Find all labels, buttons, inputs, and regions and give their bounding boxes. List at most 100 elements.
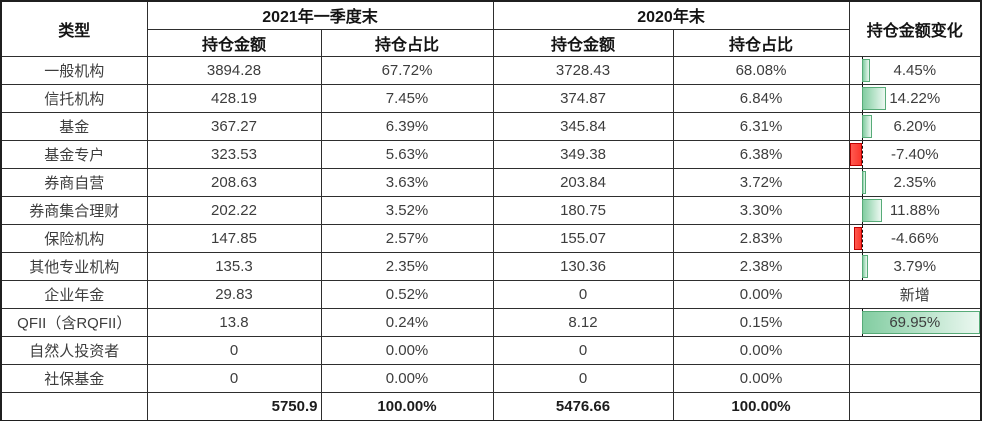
total-amount-2021-cell: 5750.9 <box>146 391 322 421</box>
type-cell: 一般机构 <box>0 55 148 85</box>
type-cell: 券商集合理财 <box>0 195 148 225</box>
type-cell: 信托机构 <box>0 83 148 113</box>
amount-2020-cell: 349.38 <box>492 139 674 169</box>
change-cell <box>848 335 982 365</box>
header-group-2020: 2020年末 <box>492 0 850 30</box>
change-cell: 2.35% <box>848 167 982 197</box>
amount-2020-cell: 8.12 <box>492 307 674 337</box>
type-cell: 其他专业机构 <box>0 251 148 281</box>
type-cell: 社保基金 <box>0 363 148 393</box>
change-bar-positive <box>862 170 866 194</box>
change-cell: 11.88% <box>848 195 982 225</box>
change-value: 4.45% <box>893 61 937 79</box>
type-cell: 券商自营 <box>0 167 148 197</box>
amount-2021-cell: 428.19 <box>146 83 322 113</box>
total-type-cell <box>0 391 148 421</box>
table-row: 社保基金 0 0.00% 0 0.00% <box>0 363 982 393</box>
change-value: 14.22% <box>889 89 941 107</box>
bar-axis <box>862 141 864 167</box>
ratio-2020-cell: 6.38% <box>672 139 850 169</box>
change-value: 新增 <box>899 286 930 304</box>
ratio-2020-cell: 3.30% <box>672 195 850 225</box>
table-row: 信托机构 428.19 7.45% 374.87 6.84% 14.22% <box>0 83 982 113</box>
change-bar-positive <box>862 58 870 82</box>
header-amount-2020: 持仓金额 <box>492 28 674 57</box>
amount-2021-cell: 147.85 <box>146 223 322 253</box>
header-group-2021q1: 2021年一季度末 <box>146 0 494 30</box>
ratio-2021-cell: 5.63% <box>320 139 494 169</box>
amount-2021-cell: 135.3 <box>146 251 322 281</box>
change-bar-wrap: 11.88% <box>850 197 980 223</box>
change-cell <box>848 363 982 393</box>
ratio-2020-cell: 2.38% <box>672 251 850 281</box>
ratio-2021-cell: 3.63% <box>320 167 494 197</box>
change-value: 2.35% <box>893 173 937 191</box>
ratio-2021-cell: 3.52% <box>320 195 494 225</box>
change-cell: -7.40% <box>848 139 982 169</box>
amount-2021-cell: 367.27 <box>146 111 322 141</box>
change-bar-positive <box>862 86 886 110</box>
ratio-2021-cell: 0.00% <box>320 363 494 393</box>
table-row: 基金专户 323.53 5.63% 349.38 6.38% -7.40% <box>0 139 982 169</box>
change-bar-wrap: 新增 <box>850 281 980 307</box>
table-row: 保险机构 147.85 2.57% 155.07 2.83% -4.66% <box>0 223 982 253</box>
ratio-2020-cell: 2.83% <box>672 223 850 253</box>
change-bar-wrap: 69.95% <box>850 309 981 335</box>
table-row: 一般机构 3894.28 67.72% 3728.43 68.08% 4.45% <box>0 55 982 85</box>
table-row: QFII（含RQFII） 13.8 0.24% 8.12 0.15% 69.95% <box>0 307 982 337</box>
amount-2021-cell: 3894.28 <box>146 55 322 85</box>
ratio-2021-cell: 7.45% <box>320 83 494 113</box>
total-change-cell <box>848 391 982 421</box>
amount-2021-cell: 29.83 <box>146 279 322 309</box>
amount-2021-cell: 0 <box>146 335 322 365</box>
change-bar-wrap: -7.40% <box>850 141 980 167</box>
ratio-2020-cell: 6.31% <box>672 111 850 141</box>
amount-2021-cell: 0 <box>146 363 322 393</box>
type-cell: 基金 <box>0 111 148 141</box>
amount-2020-cell: 0 <box>492 279 674 309</box>
ratio-2021-cell: 6.39% <box>320 111 494 141</box>
ratio-2020-cell: 0.00% <box>672 279 850 309</box>
amount-2021-cell: 13.8 <box>146 307 322 337</box>
table-row: 券商集合理财 202.22 3.52% 180.75 3.30% 11.88% <box>0 195 982 225</box>
change-value: 11.88% <box>889 201 940 219</box>
change-bar-wrap: 3.79% <box>850 253 980 279</box>
change-bar-positive <box>862 198 883 222</box>
change-cell: 3.79% <box>848 251 982 281</box>
total-ratio-2020-cell: 100.00% <box>672 391 850 421</box>
amount-2020-cell: 345.84 <box>492 111 674 141</box>
ratio-2021-cell: 2.35% <box>320 251 494 281</box>
amount-2020-cell: 374.87 <box>492 83 674 113</box>
ratio-2020-cell: 68.08% <box>672 55 850 85</box>
ratio-2020-cell: 0.00% <box>672 363 850 393</box>
table-row: 基金 367.27 6.39% 345.84 6.31% 6.20% <box>0 111 982 141</box>
change-bar-wrap: 2.35% <box>850 169 980 195</box>
change-value: -7.40% <box>891 145 939 163</box>
change-value: 3.79% <box>893 257 937 275</box>
change-bar-wrap: 6.20% <box>850 113 980 139</box>
type-cell: 自然人投资者 <box>0 335 148 365</box>
change-cell: 4.45% <box>848 55 982 85</box>
table-row: 券商自营 208.63 3.63% 203.84 3.72% 2.35% <box>0 167 982 197</box>
change-bar-positive <box>862 254 869 278</box>
amount-2021-cell: 202.22 <box>146 195 322 225</box>
change-bar-wrap: 4.45% <box>850 57 980 83</box>
change-cell: 69.95% <box>848 307 982 337</box>
total-row: 5750.9 100.00% 5476.66 100.00% <box>0 391 982 421</box>
bar-axis <box>862 225 864 251</box>
type-cell: 基金专户 <box>0 139 148 169</box>
ratio-2021-cell: 0.00% <box>320 335 494 365</box>
ratio-2020-cell: 6.84% <box>672 83 850 113</box>
change-bar-wrap: 14.22% <box>850 85 980 111</box>
change-cell: 新增 <box>848 279 982 309</box>
table-row: 其他专业机构 135.3 2.35% 130.36 2.38% 3.79% <box>0 251 982 281</box>
table-body: 一般机构 3894.28 67.72% 3728.43 68.08% 4.45% 信托机构 4… <box>0 55 982 421</box>
change-bar-wrap: -4.66% <box>850 225 980 251</box>
change-bar-wrap <box>850 365 980 391</box>
ratio-2021-cell: 0.52% <box>320 279 494 309</box>
amount-2020-cell: 3728.43 <box>492 55 674 85</box>
header-type: 类型 <box>0 0 148 57</box>
header-change: 持仓金额变化 <box>848 0 982 57</box>
ratio-2020-cell: 3.72% <box>672 167 850 197</box>
